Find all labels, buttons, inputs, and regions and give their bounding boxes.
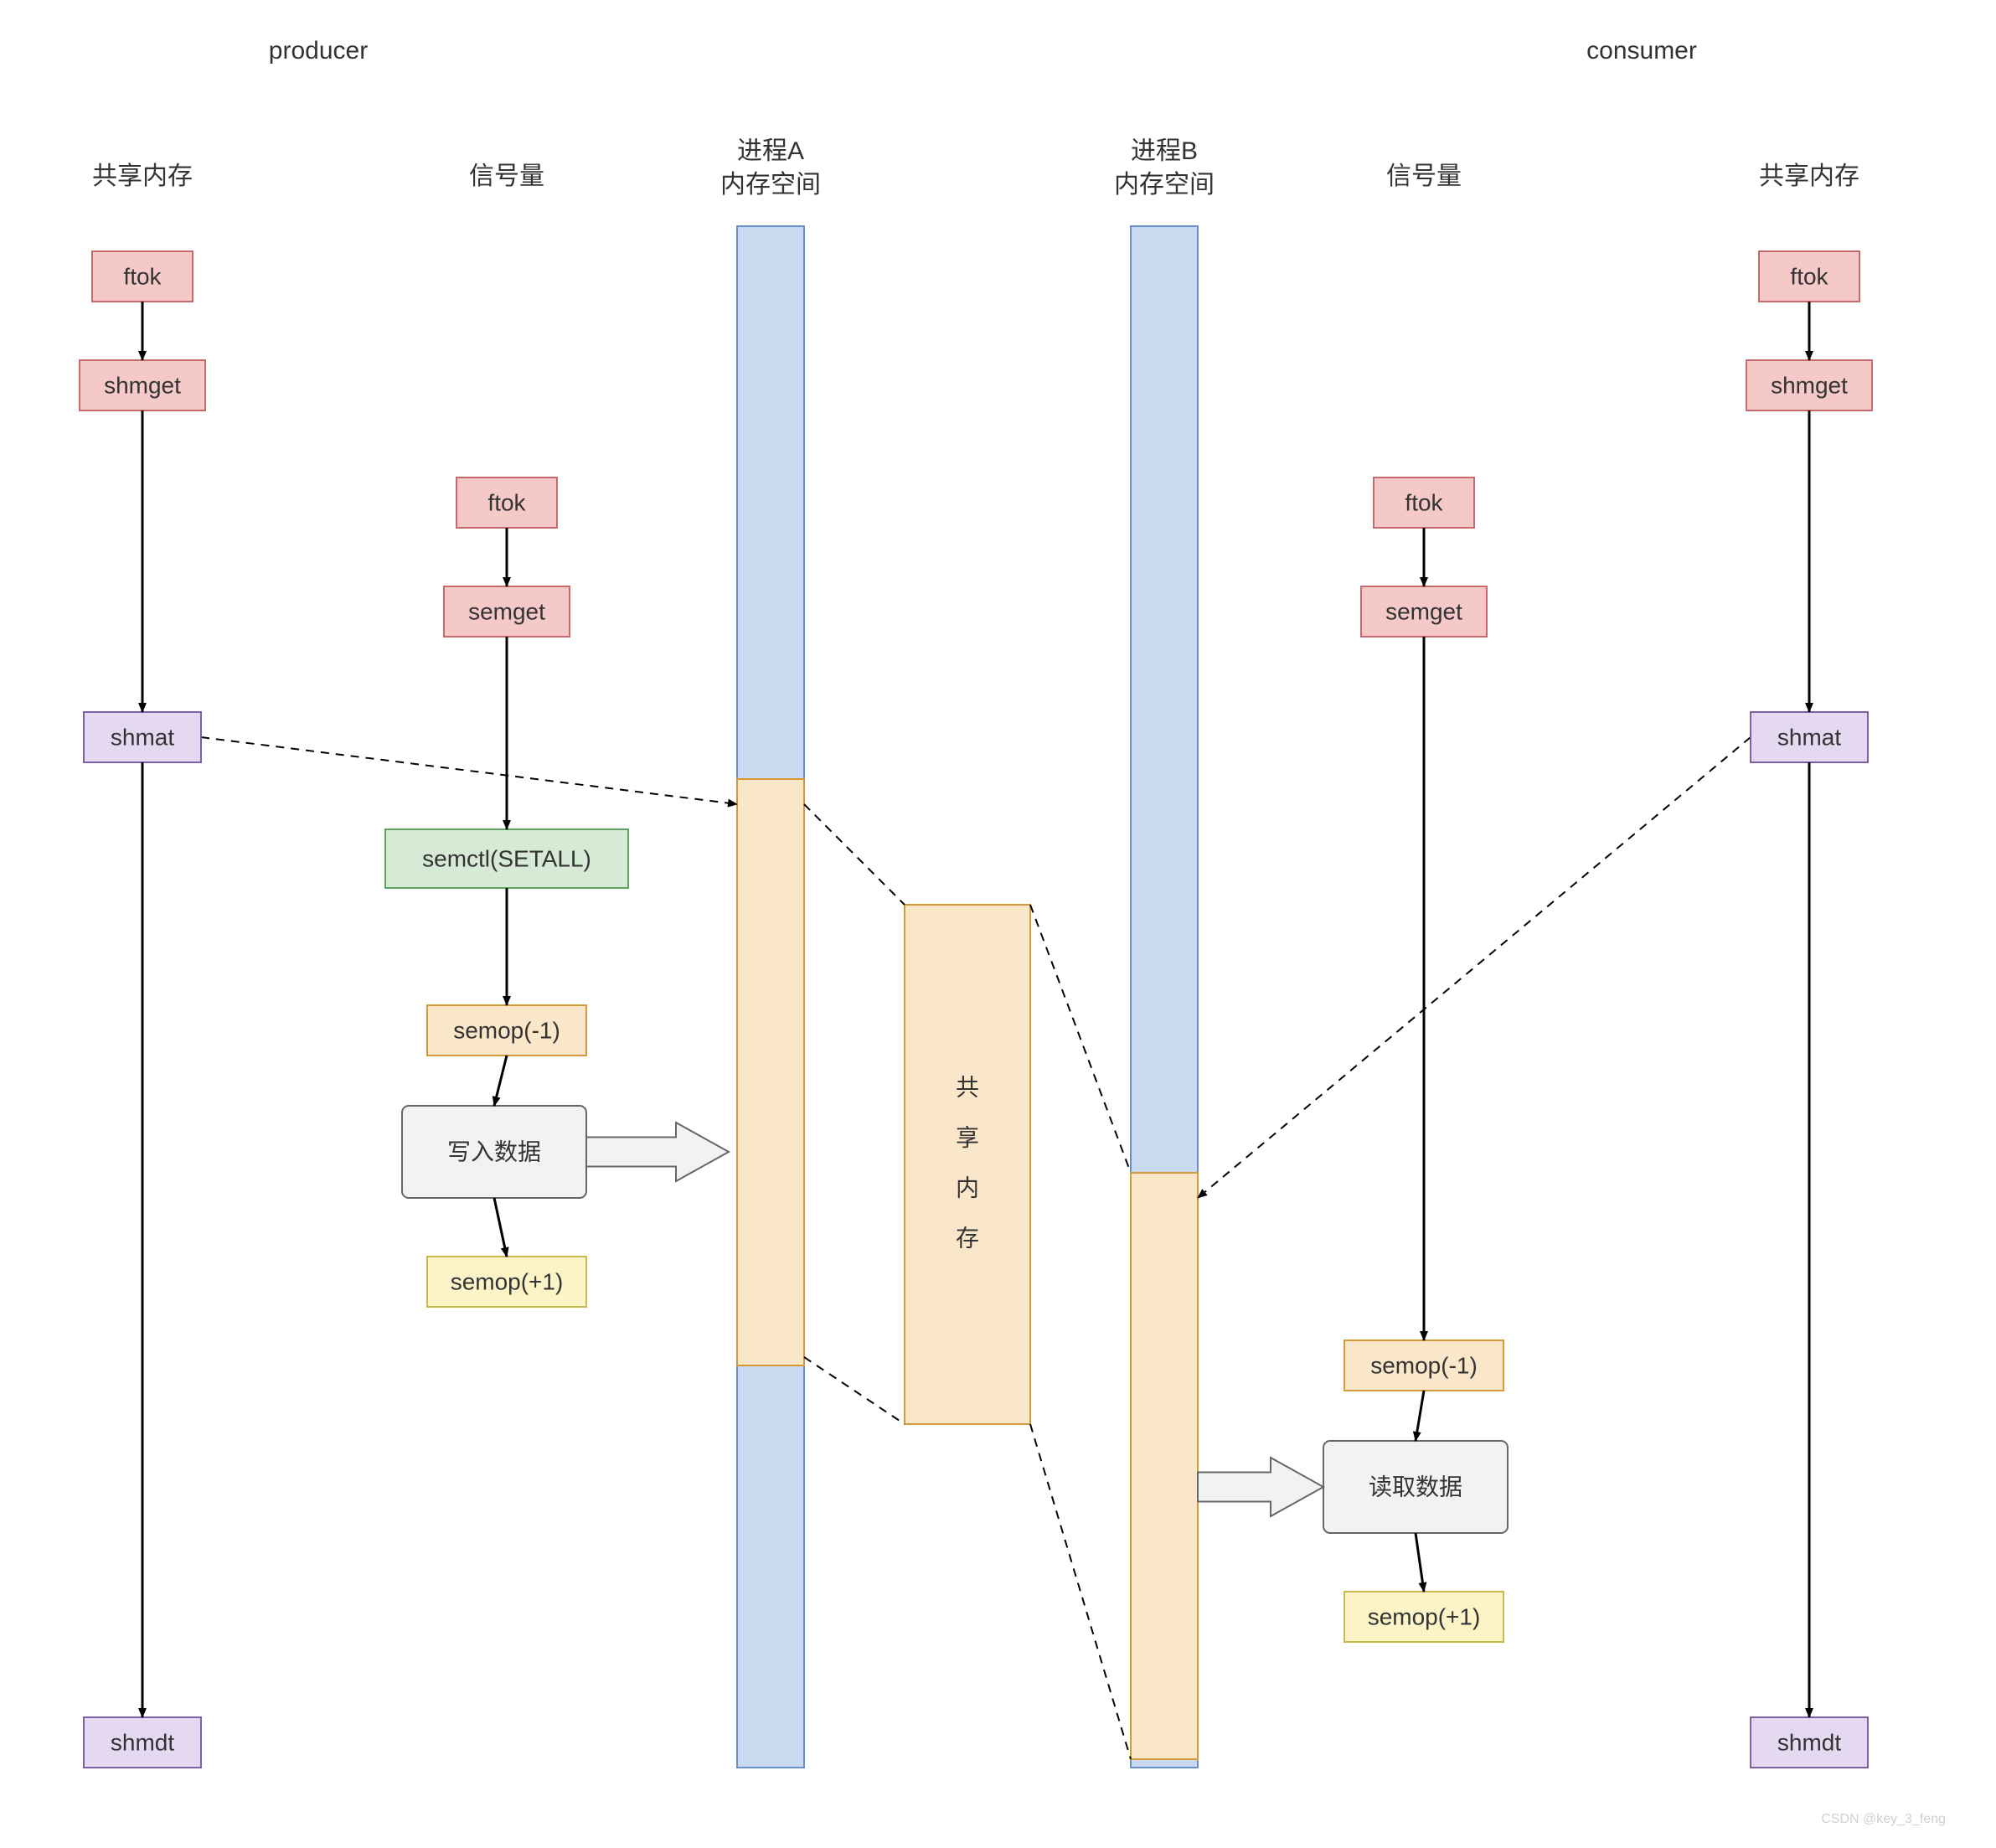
node-label-c_read: 读取数据 (1369, 1474, 1462, 1500)
shm-center-label: 享 (956, 1124, 979, 1150)
node-label-c_shmat: shmat (1777, 724, 1841, 750)
header-label: 进程A (737, 137, 804, 165)
shm-center-label: 存 (956, 1225, 979, 1251)
node-label-c_shm_ftok: ftok (1790, 263, 1828, 289)
node-label-p_semop_dec: semop(-1) (453, 1017, 560, 1043)
header-label: 共享内存 (1759, 163, 1859, 190)
node-label-c_semop_inc: semop(+1) (1368, 1603, 1481, 1629)
header-label: 内存空间 (720, 171, 821, 199)
shm-center-label: 共 (956, 1074, 979, 1100)
node-label-p_sem_ftok: ftok (487, 489, 526, 515)
node-label-c_semget: semget (1385, 598, 1462, 624)
header-label: producer (269, 37, 368, 65)
shm-b (1131, 1173, 1198, 1759)
node-label-p_semget: semget (468, 598, 545, 624)
node-label-c_sem_ftok: ftok (1405, 489, 1443, 515)
node-label-c_shmget: shmget (1771, 372, 1848, 398)
header-label: 信号量 (469, 163, 544, 190)
shm-a (737, 779, 804, 1365)
node-label-p_semop_inc: semop(+1) (451, 1268, 564, 1294)
header-label: 共享内存 (92, 163, 193, 190)
node-label-p_shmat: shmat (111, 724, 174, 750)
header-label: 信号量 (1386, 163, 1462, 190)
header-label: 内存空间 (1114, 171, 1215, 199)
watermark: CSDN @key_3_feng (1821, 1812, 1946, 1826)
node-label-c_semop_dec: semop(-1) (1370, 1352, 1478, 1378)
node-label-p_shm_ftok: ftok (123, 263, 162, 289)
shm-center (905, 905, 1030, 1424)
header-label: consumer (1586, 37, 1697, 65)
node-label-p_shmget: shmget (104, 372, 181, 398)
shm-center-label: 内 (956, 1174, 979, 1200)
node-label-p_shmdt: shmdt (111, 1729, 174, 1755)
node-label-p_semctl: semctl(SETALL) (422, 845, 591, 871)
node-label-p_write: 写入数据 (447, 1138, 541, 1164)
header-label: 进程B (1131, 137, 1198, 165)
node-label-c_shmdt: shmdt (1777, 1729, 1841, 1755)
